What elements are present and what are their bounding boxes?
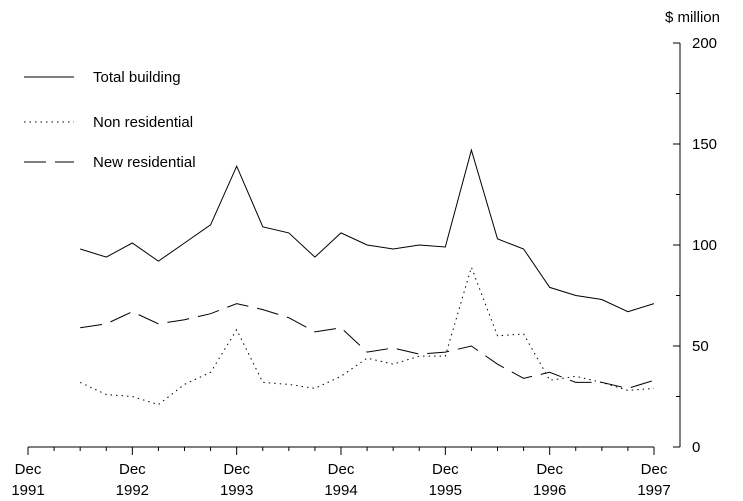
y-tick-label: 0	[692, 439, 700, 456]
y-tick-label: 50	[692, 338, 709, 355]
x-tick-year-label: 1996	[533, 482, 566, 499]
legend: Total building Non residential New residen…	[24, 69, 196, 171]
plot-area	[79, 148, 655, 406]
legend-label: New residential	[93, 154, 196, 171]
y-tick-label: 200	[692, 35, 717, 52]
x-tick-month-label: Dec	[119, 461, 146, 478]
series-line-new-residential	[80, 303, 655, 389]
x-tick-year-label: 1991	[11, 482, 44, 499]
y-axis-unit-label: $ million	[665, 9, 720, 26]
series-line-total-building	[80, 148, 655, 313]
series-line-non-residential	[79, 265, 655, 406]
x-tick-year-label: 1997	[637, 482, 670, 499]
legend-label: Non residential	[93, 114, 193, 131]
x-tick-year-label: 1995	[429, 482, 462, 499]
x-tick-month-label: Dec	[641, 461, 668, 478]
x-tick-month-label: Dec	[328, 461, 355, 478]
axes: Dec 1991 Dec 1992 Dec 1993 Dec 1994 Dec 1995 Dec 19…	[11, 35, 717, 499]
x-tick-month-label: Dec	[536, 461, 563, 478]
x-tick-year-label: 1992	[116, 482, 149, 499]
legend-label: Total building	[93, 69, 181, 86]
x-tick-month-label: Dec	[15, 461, 42, 478]
y-tick-label: 150	[692, 136, 717, 153]
x-tick-month-label: Dec	[432, 461, 459, 478]
x-tick-month-label: Dec	[223, 461, 250, 478]
x-tick-year-label: 1994	[324, 482, 357, 499]
y-tick-label: 100	[692, 237, 717, 254]
x-tick-year-label: 1993	[220, 482, 253, 499]
